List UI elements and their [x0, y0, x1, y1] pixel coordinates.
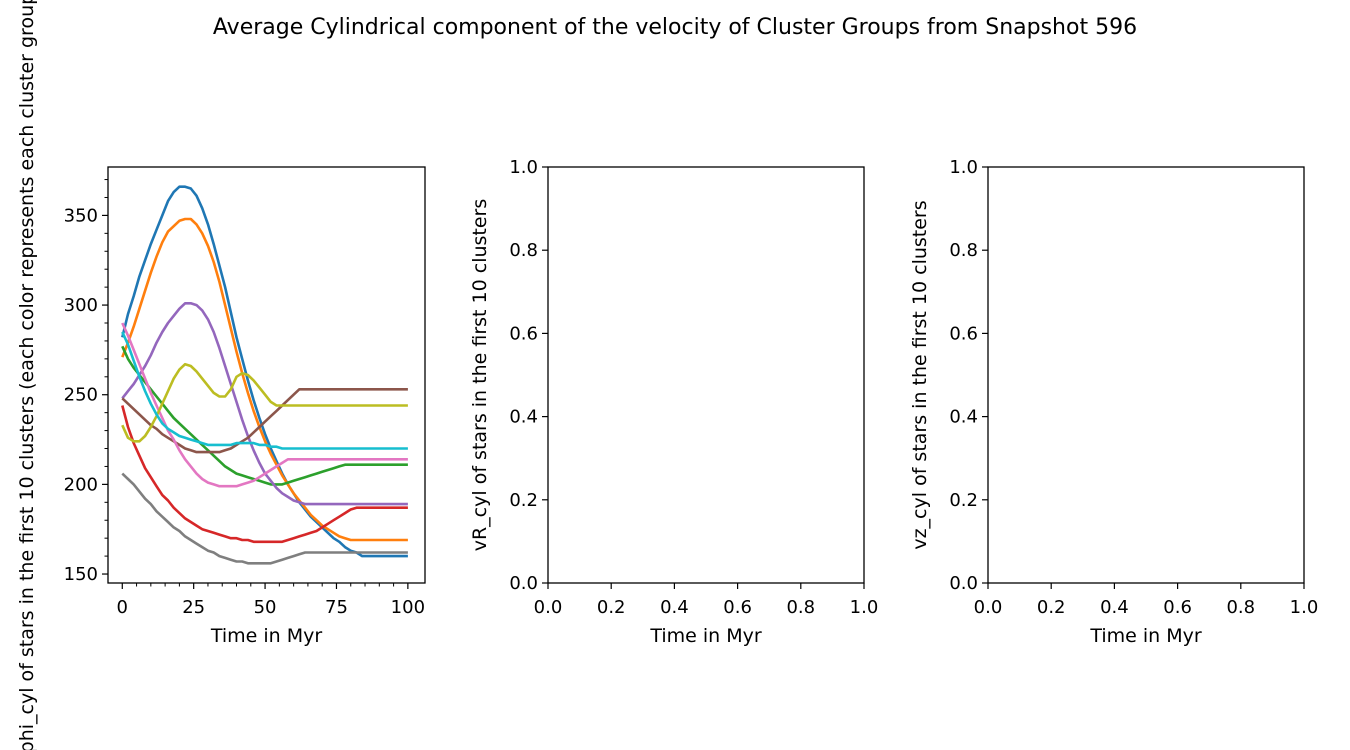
- y-tick-label: 0.0: [509, 573, 538, 594]
- plot-frame: [987, 166, 1305, 584]
- series-line-2: [121, 217, 408, 542]
- series-line-4: [121, 405, 408, 544]
- y-tick-label: 350: [64, 205, 98, 226]
- chart-panel-2: 0.0 0.2 0.4 0.6 0.8 1.0 0.0 0.2 0.4 0.6 0.8 1.0 Time…: [469, 157, 878, 647]
- x-axis-label: Time in Myr: [1089, 625, 1202, 647]
- x-tick-label: 0.8: [1226, 597, 1255, 618]
- x-axis-label: Time in Myr: [649, 625, 762, 647]
- x-tick-label: 0.0: [534, 597, 563, 618]
- x-tick-label: 100: [391, 597, 425, 618]
- series-line-6: [121, 387, 408, 454]
- x-tick-label: 50: [254, 597, 277, 618]
- x-tick-label: 1.0: [1290, 597, 1319, 618]
- x-tick-label: 0: [117, 597, 128, 618]
- series-line-7: [121, 322, 408, 488]
- y-tick-label: 1.0: [949, 157, 978, 178]
- plot-frame: [107, 166, 426, 584]
- y-tick-label: 300: [64, 295, 98, 316]
- x-tick-label: 0.2: [597, 597, 626, 618]
- x-tick-label: 0.0: [974, 597, 1003, 618]
- x-tick-label: 0.6: [1163, 597, 1192, 618]
- y-tick-label: 0.2: [509, 490, 538, 511]
- y-axis-label: vphi_cyl of stars in the first 10 cluste…: [16, 0, 38, 750]
- y-tick-label: 0.6: [509, 323, 538, 344]
- y-tick-label: 0.4: [509, 407, 538, 428]
- x-tick-label: 75: [325, 597, 348, 618]
- x-tick-label: 25: [182, 597, 205, 618]
- x-axis-label: Time in Myr: [210, 625, 323, 647]
- y-tick-label: 150: [64, 564, 98, 585]
- y-tick-label: 200: [64, 474, 98, 495]
- series-line-9: [121, 362, 408, 443]
- plot-frame: [547, 166, 865, 584]
- y-tick-label: 0.2: [949, 490, 978, 511]
- series-line-8: [121, 472, 408, 565]
- x-tick-label: 0.6: [723, 597, 752, 618]
- x-tick-label: 1.0: [850, 597, 879, 618]
- x-tick-label: 0.4: [1100, 597, 1129, 618]
- y-tick-label: 0.6: [949, 323, 978, 344]
- chart-panel-1: 0 25 50 75 100 150 200 250 300 350 Time in Myr vphi…: [16, 0, 426, 750]
- series-line-1: [121, 185, 408, 558]
- y-axis-label: vR_cyl of stars in the first 10 clusters: [469, 199, 491, 552]
- series-line-3: [121, 345, 408, 486]
- y-tick-label: 0.0: [949, 573, 978, 594]
- figure-suptitle: Average Cylindrical component of the vel…: [213, 15, 1137, 40]
- x-tick-label: 0.8: [786, 597, 815, 618]
- y-axis-label: vz_cyl of stars in the first 10 clusters: [909, 200, 931, 549]
- series-line-10: [121, 331, 408, 450]
- y-tick-label: 0.8: [509, 240, 538, 261]
- x-tick-label: 0.4: [660, 597, 689, 618]
- y-tick-label: 250: [64, 385, 98, 406]
- y-tick-label: 1.0: [509, 157, 538, 178]
- x-tick-label: 0.2: [1037, 597, 1066, 618]
- chart-panel-3: 0.0 0.2 0.4 0.6 0.8 1.0 0.0 0.2 0.4 0.6 0.8 1.0 Time…: [909, 157, 1318, 647]
- y-tick-label: 0.4: [949, 407, 978, 428]
- y-tick-label: 0.8: [949, 240, 978, 261]
